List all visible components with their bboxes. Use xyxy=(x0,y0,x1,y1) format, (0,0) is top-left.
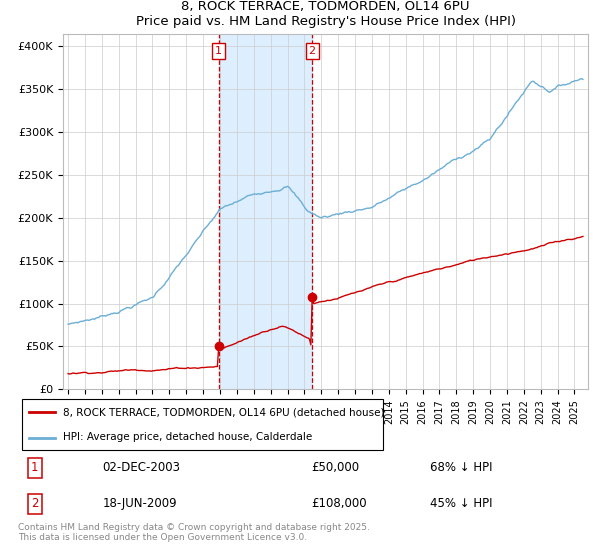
Text: 2: 2 xyxy=(31,497,38,510)
Text: 45% ↓ HPI: 45% ↓ HPI xyxy=(430,497,492,510)
Text: 8, ROCK TERRACE, TODMORDEN, OL14 6PU (detached house): 8, ROCK TERRACE, TODMORDEN, OL14 6PU (de… xyxy=(62,408,384,418)
Text: Contains HM Land Registry data © Crown copyright and database right 2025.
This d: Contains HM Land Registry data © Crown c… xyxy=(18,522,370,542)
Text: £108,000: £108,000 xyxy=(311,497,367,510)
Text: 18-JUN-2009: 18-JUN-2009 xyxy=(103,497,177,510)
Text: 1: 1 xyxy=(215,46,222,56)
FancyBboxPatch shape xyxy=(22,399,383,450)
Text: £50,000: £50,000 xyxy=(311,461,359,474)
Text: 02-DEC-2003: 02-DEC-2003 xyxy=(103,461,181,474)
Text: 1: 1 xyxy=(31,461,38,474)
Bar xyxy=(218,34,312,389)
Title: 8, ROCK TERRACE, TODMORDEN, OL14 6PU
Price paid vs. HM Land Registry's House Pri: 8, ROCK TERRACE, TODMORDEN, OL14 6PU Pri… xyxy=(136,0,515,28)
Text: 68% ↓ HPI: 68% ↓ HPI xyxy=(430,461,492,474)
Text: HPI: Average price, detached house, Calderdale: HPI: Average price, detached house, Cald… xyxy=(62,432,312,442)
Text: 2: 2 xyxy=(308,46,316,56)
